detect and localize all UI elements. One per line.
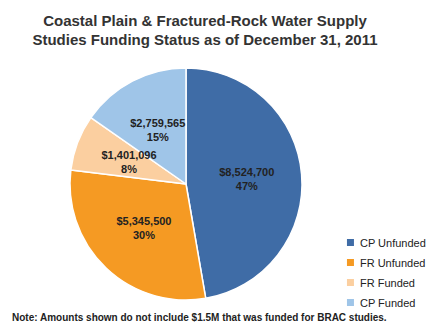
- svg-text:$8,524,700: $8,524,700: [219, 166, 274, 178]
- svg-text:$5,345,500: $5,345,500: [116, 215, 171, 227]
- svg-text:CP Funded: CP Funded: [360, 297, 415, 309]
- svg-text:15%: 15%: [147, 131, 169, 143]
- svg-text:$1,401,096: $1,401,096: [101, 149, 156, 161]
- svg-text:Studies Funding Status as of D: Studies Funding Status as of December 31…: [32, 31, 377, 48]
- svg-text:CP Unfunded: CP Unfunded: [360, 237, 426, 249]
- svg-text:Note: Amounts shown do not inc: Note: Amounts shown do not include $1.5M…: [12, 312, 387, 323]
- svg-text:FR Funded: FR Funded: [360, 277, 415, 289]
- svg-text:8%: 8%: [121, 163, 137, 175]
- svg-text:FR Unfunded: FR Unfunded: [360, 257, 425, 269]
- svg-text:47%: 47%: [236, 180, 258, 192]
- svg-text:Coastal Plain & Fractured-Rock: Coastal Plain & Fractured-Rock Water Sup…: [43, 12, 367, 29]
- svg-text:$2,759,565: $2,759,565: [130, 117, 185, 129]
- svg-text:30%: 30%: [133, 229, 155, 241]
